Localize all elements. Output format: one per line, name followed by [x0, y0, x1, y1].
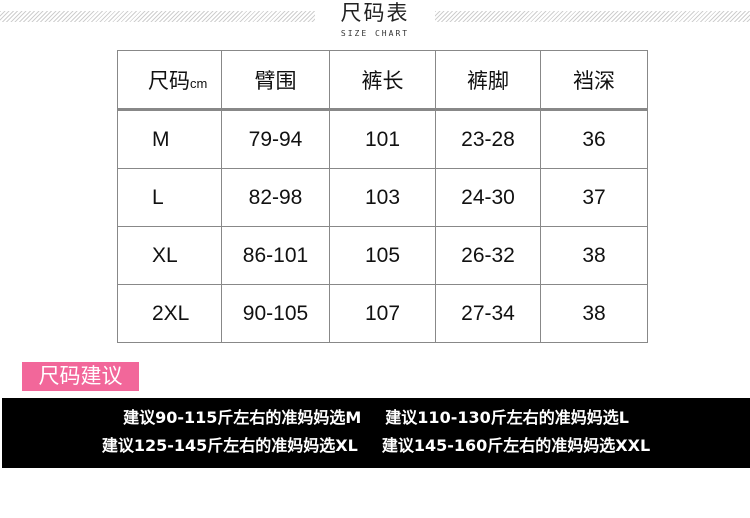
- table-cell: 23-28: [435, 109, 541, 169]
- table-cell: 105: [329, 226, 436, 285]
- decorative-stripe-left: [0, 11, 315, 22]
- table-cell: 101: [329, 109, 436, 169]
- table-cell: 38: [540, 284, 648, 343]
- table-cell: 26-32: [435, 226, 541, 285]
- table-cell: M: [117, 109, 222, 169]
- table-row: XL 86-101 105 26-32 38: [117, 226, 648, 285]
- advice-line: 建议145-160斤左右的准妈妈选XXL: [381, 436, 651, 455]
- advice-line: 建议110-130斤左右的准妈妈选L: [385, 408, 629, 427]
- table-row: 2XL 90-105 107 27-34 38: [117, 284, 648, 343]
- table-cell: 37: [540, 168, 648, 227]
- unit-label: cm: [190, 75, 208, 91]
- table-cell: 79-94: [221, 109, 330, 169]
- table-cell: 82-98: [221, 168, 330, 227]
- size-table: 尺码cm 臂围 裤长 裤脚 裆深 M 79-94 101 23-28 36 L …: [117, 50, 648, 343]
- header-cell: 裤长: [329, 50, 436, 111]
- page-title: 尺码表: [340, 1, 410, 25]
- table-cell: 38: [540, 226, 648, 285]
- size-advice-band: 建议90-115斤左右的准妈妈选M 建议110-130斤左右的准妈妈选L 建议1…: [2, 398, 750, 468]
- advice-line: 建议90-115斤左右的准妈妈选M: [123, 408, 362, 427]
- table-cell: 27-34: [435, 284, 541, 343]
- page-subtitle: SIZE CHART: [340, 29, 410, 38]
- header-cell: 裤脚: [435, 50, 541, 111]
- table-header-row: 尺码cm 臂围 裤长 裤脚 裆深: [117, 50, 648, 111]
- header-cell: 裆深: [540, 50, 648, 111]
- header-cell: 尺码cm: [117, 50, 222, 111]
- header-cell: 臂围: [221, 50, 330, 111]
- advice-row: 建议90-115斤左右的准妈妈选M 建议110-130斤左右的准妈妈选L: [2, 406, 750, 430]
- table-cell: 103: [329, 168, 436, 227]
- table-cell: XL: [117, 226, 222, 285]
- table-row: L 82-98 103 24-30 37: [117, 168, 648, 227]
- advice-row: 建议125-145斤左右的准妈妈选XL 建议145-160斤左右的准妈妈选XXL: [2, 434, 750, 458]
- decorative-stripe-right: [435, 11, 750, 22]
- table-cell: 24-30: [435, 168, 541, 227]
- table-cell: 90-105: [221, 284, 330, 343]
- table-cell: 86-101: [221, 226, 330, 285]
- table-cell: 107: [329, 284, 436, 343]
- advice-line: 建议125-145斤左右的准妈妈选XL: [101, 436, 358, 455]
- table-cell: 36: [540, 109, 648, 169]
- table-cell: 2XL: [117, 284, 222, 343]
- size-advice-label: 尺码建议: [22, 362, 139, 391]
- table-row: M 79-94 101 23-28 36: [117, 109, 648, 169]
- header-size: 尺码: [148, 69, 190, 93]
- table-cell: L: [117, 168, 222, 227]
